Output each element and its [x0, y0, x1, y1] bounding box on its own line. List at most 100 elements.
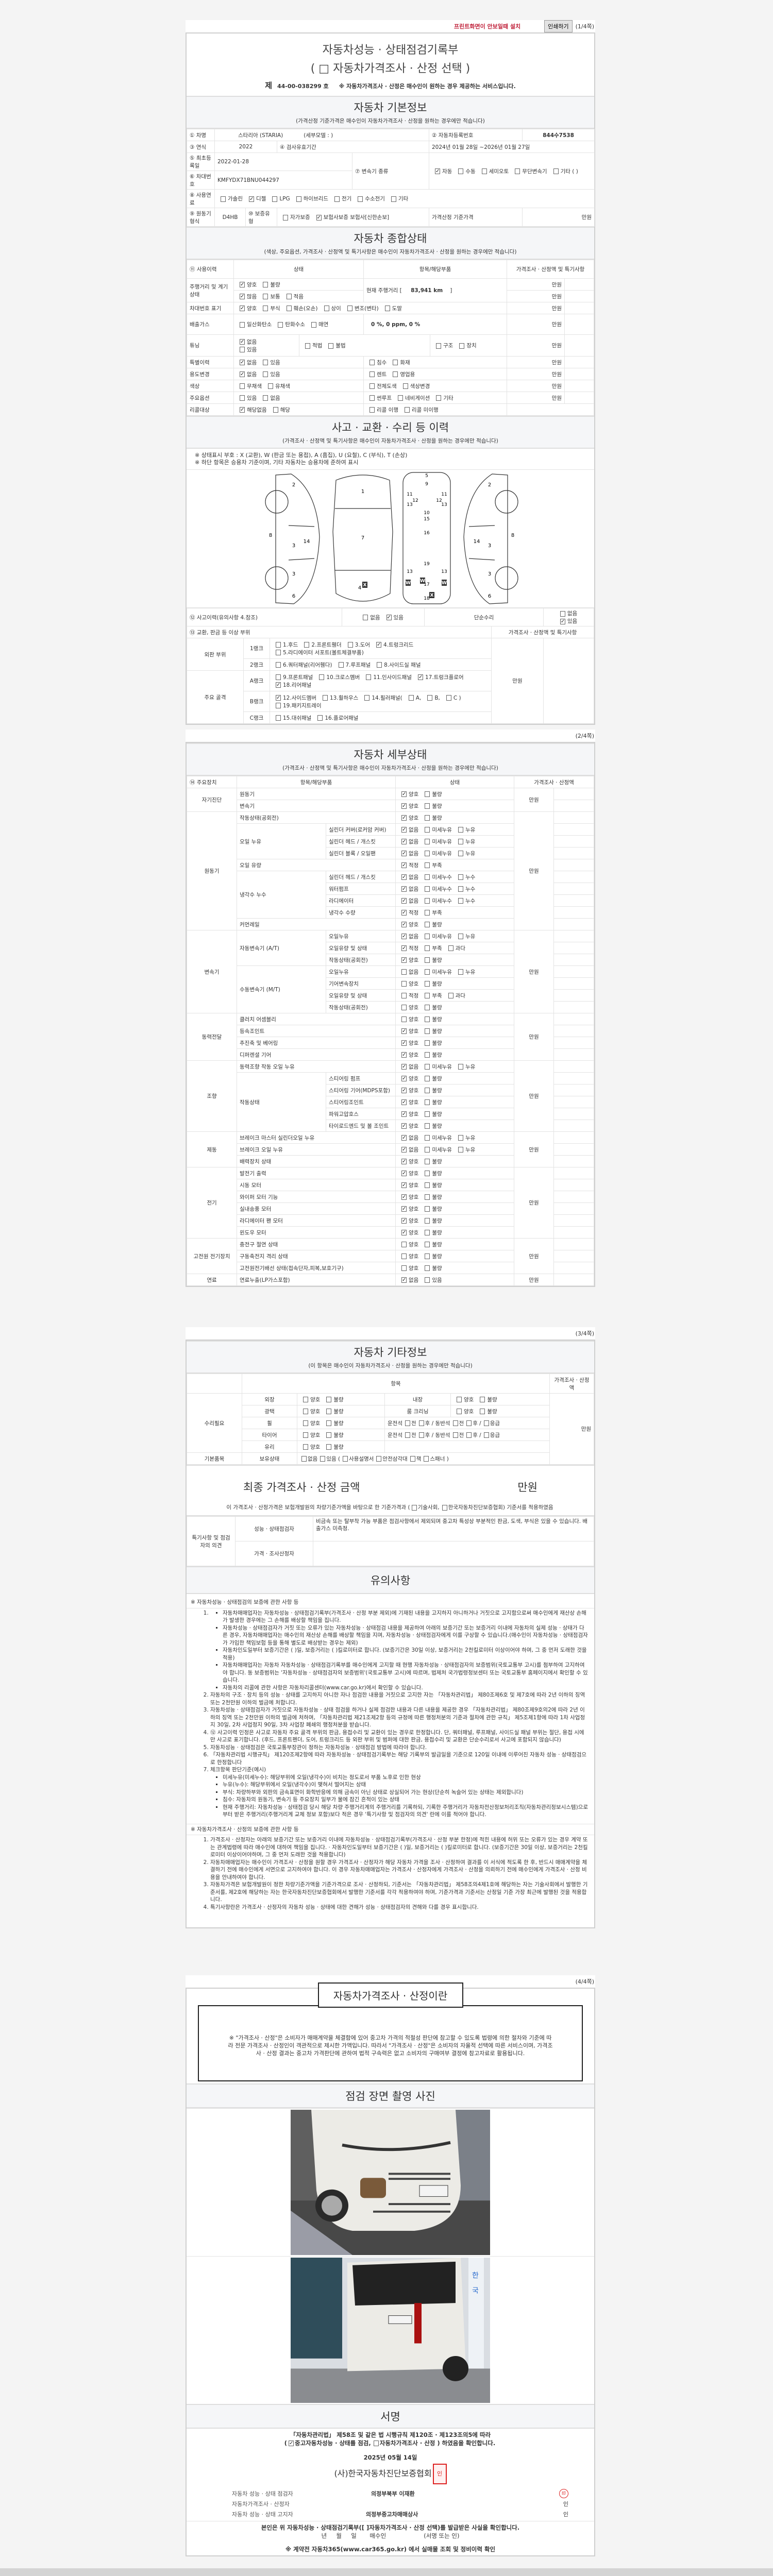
option-label: 누유 [465, 838, 476, 845]
checkbox-option: 양호 [300, 1419, 320, 1427]
checkbox-option: 양호 [398, 1252, 418, 1260]
checkbox-option: 응급 [482, 1419, 500, 1427]
device-group: 원동기 [187, 811, 237, 930]
option-label: 불량 [432, 815, 442, 821]
option-label: 네비게이션 [405, 395, 430, 401]
emission-values: 0 %, 0 ppm, 0 % [363, 314, 508, 335]
option-label: 양호 [409, 1229, 419, 1236]
checkbox-option: ✓ 양호 [398, 1110, 418, 1118]
checkbox-option: 자가보증 [280, 213, 310, 221]
unchecked-checkbox [402, 383, 408, 389]
issue-date: 2025년 05월 14일 [363, 2454, 417, 2461]
unchecked-checkbox [401, 1005, 407, 1010]
document-number: 44-00-038299 [277, 83, 322, 90]
part-number: 14 [474, 539, 480, 545]
standard-options: 기술사회, 한국자동차진단보증협회) 기준서를 적용하였음 [410, 1504, 554, 1511]
option-label: 양호 [409, 1075, 419, 1082]
opinion-label: 특기사항 및 점검자의 의견 [187, 1516, 236, 1566]
checked-checkbox: ✓ [386, 615, 392, 620]
checkbox-option: 렌트 [366, 370, 386, 378]
recall-type: 리콜 이행 리콜 미이행 [363, 403, 508, 416]
part-number: 7 [361, 535, 364, 541]
other-info-header: 자동차 기타정보 (이 항목은 매수인이 자동차가격조사 · 산정을 원하는 경… [187, 1341, 594, 1374]
unchecked-checkbox [393, 360, 398, 365]
unchecked-checkbox [221, 196, 226, 202]
price-unit: 만원 [514, 788, 554, 812]
price-note [553, 965, 595, 978]
price-unit: 만원 [514, 1013, 554, 1061]
checkbox-option: 없음 [300, 1455, 317, 1463]
checkbox-option: ✓ 없음 [237, 338, 257, 346]
checkbox-option: 구조 [433, 342, 453, 349]
option-label: 세미오토 [489, 168, 509, 175]
table-row: 연료 연료누출(LP가스포함) ✓ 없음 있음 만원 [187, 1274, 595, 1286]
option-label: 불량 [432, 1052, 442, 1058]
row-label: 룸 크리닝 [384, 1405, 451, 1417]
checked-checkbox: ✓ [401, 1135, 407, 1141]
caution-header: 유의사항 [187, 1566, 594, 1594]
receipt-statement: 본인은 위 자동차성능 · 상태점검기록부([ ]자동차가격조사 · 산정 선택… [261, 2524, 520, 2531]
label: ① 차명 [187, 129, 215, 141]
part-number: 15 [424, 517, 429, 522]
unchecked-checkbox [425, 1076, 430, 1081]
checkbox-option: 7.루프패널 [335, 661, 371, 669]
item-label: 작동상태 [237, 1072, 326, 1132]
wheel [495, 566, 518, 590]
option-label: 보험사보증 보험사[신한손보] [323, 214, 390, 221]
option-label: 기술사회, [417, 1504, 440, 1511]
buyer-signature-line: 년 월 일 매수인 (서명 또는 인) [321, 2532, 460, 2539]
part-number: 2 [488, 482, 491, 488]
checkbox-option: 전 [451, 1431, 464, 1439]
option-label: 양호 [310, 1420, 321, 1427]
price-unit: 만원 [507, 290, 565, 302]
table-row: 고전원 전기장치 충전구 절연 상태 양호 불량 만원 [187, 1238, 595, 1274]
row-label: 기본품목 [187, 1452, 242, 1465]
checkbox-option: 양호 [398, 1264, 418, 1272]
option-label: 하이브리드 [303, 196, 328, 202]
page-2: (2/4쪽) 자동차 세부상태 (가격조사 · 산정액 및 특기사항은 매수인이… [186, 730, 595, 1287]
checkbox-option: ✓ 해당없음 [237, 406, 267, 414]
checkbox-option: ✓ 없음 [237, 370, 257, 378]
table-row: 시동 모터 ✓ 양호 불량 [187, 1179, 595, 1191]
row-label: 배출가스 [187, 314, 234, 335]
option-label: 양호 [409, 1194, 419, 1200]
caution-item: 자동차가격은 보험개발원이 정한 차량기준가액을 기준가격으로 조사 · 산정하… [210, 1881, 588, 1904]
part-number: 1 [361, 489, 364, 495]
unchecked-checkbox [405, 1432, 410, 1438]
checkbox-option: ✓ 양호 [398, 790, 418, 798]
item-label: 변속기 [237, 800, 396, 812]
option-label: 미세누유 [432, 1146, 452, 1153]
bottom-bar [0, 2568, 773, 2576]
print-install-link[interactable]: 프린트화면이 안보일때 설치 [454, 23, 521, 30]
option-label: 전 [459, 1432, 464, 1438]
price-note [553, 1262, 595, 1274]
first-registration: 2022-01-28 [214, 152, 352, 171]
unchecked-checkbox [326, 1444, 332, 1450]
checkbox-option: 양호 [453, 1408, 474, 1415]
accident-history: 없음 ✓ 있음 [342, 608, 425, 626]
option-label: 미세누수 [432, 886, 452, 892]
checked-checkbox: ✓ [401, 922, 407, 927]
state-options: ✓ 양호 불량 [395, 1202, 514, 1215]
unchecked-checkbox [303, 1409, 308, 1414]
checkbox-option: ✓ 없음 [237, 359, 257, 366]
checkbox-option: 불량 [422, 790, 442, 798]
checkbox-option: 불량 [422, 921, 442, 928]
print-button[interactable]: 인쇄하기 [544, 20, 573, 32]
definition-box: 자동차가격조사 · 산정이란 ※ "가격조사 · 산정"은 소비자가 매매계약을… [198, 1982, 583, 2081]
state-options: ✓ 양호 불량 [395, 1037, 514, 1049]
option-label: 불량 [432, 1075, 442, 1082]
unchecked-checkbox [425, 1016, 430, 1022]
checkbox-option: 8.사이드실 패널 [374, 661, 421, 669]
color-change: 전체도색 색상변경 [363, 380, 508, 392]
option-label: 양호 [409, 815, 419, 821]
option-label: 있음 ( [326, 1455, 341, 1462]
price-note [553, 1037, 595, 1049]
checkbox-option: ✓ 양호 [398, 1098, 418, 1106]
checked-checkbox: ✓ [560, 618, 565, 624]
option-label: 보통 [270, 293, 280, 300]
state-options: ✓ 없음 미세누수 누수 [395, 883, 514, 895]
option-label: 일산화탄소 [247, 321, 272, 328]
option-label: 양호 [409, 1087, 419, 1094]
